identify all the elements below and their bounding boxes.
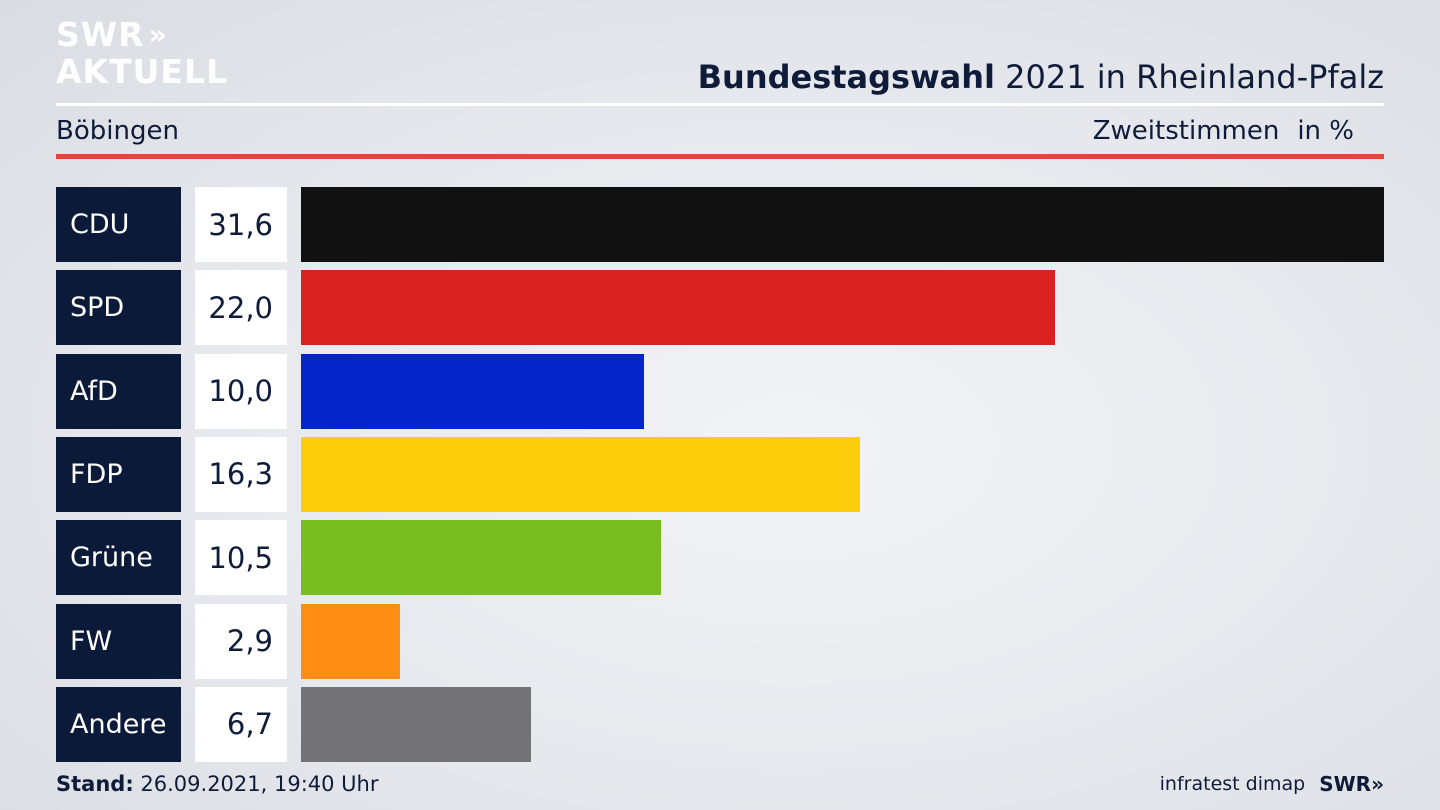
bar-row-grüne: Grüne 10,5 xyxy=(56,520,1384,596)
value-label: 10,5 xyxy=(195,520,287,596)
bar-afd xyxy=(301,353,644,429)
timestamp: Stand: 26.09.2021, 19:40 Uhr xyxy=(56,772,379,796)
title-rest: 2021 in Rheinland-Pfalz xyxy=(995,58,1384,96)
value-label: 22,0 xyxy=(195,270,287,346)
party-label: AfD xyxy=(56,353,181,429)
value-label: 10,0 xyxy=(195,353,287,429)
bar-cdu xyxy=(301,187,1384,262)
page-title: Bundestagswahl 2021 in Rheinland-Pfalz xyxy=(698,58,1384,96)
bar-row-cdu: CDU 31,6 xyxy=(56,187,1384,262)
bar-fw xyxy=(301,603,401,679)
bar-fdp xyxy=(301,436,860,512)
header-divider xyxy=(56,103,1384,106)
unit-label: in % xyxy=(1297,116,1354,146)
value-label: 31,6 xyxy=(195,187,287,262)
party-label: FDP xyxy=(56,436,181,512)
logo-swr: SWR xyxy=(56,15,145,54)
value-label: 6,7 xyxy=(195,686,287,762)
party-label: Grüne xyxy=(56,520,181,596)
bar-row-afd: AfD 10,0 xyxy=(56,353,1384,429)
bar-andere xyxy=(301,686,531,762)
subtitle: Zweitstimmen in % xyxy=(1093,116,1354,146)
bar-row-andere: Andere 6,7 xyxy=(56,686,1384,762)
source-credit: infratest dimap SWR» xyxy=(1160,772,1384,796)
party-label: CDU xyxy=(56,187,181,262)
bar-row-fw: FW 2,9 xyxy=(56,603,1384,679)
party-label: FW xyxy=(56,603,181,679)
bar-spd xyxy=(301,270,1055,346)
party-label: SPD xyxy=(56,270,181,346)
title-bold: Bundestagswahl xyxy=(697,58,995,96)
value-label: 2,9 xyxy=(195,603,287,679)
stand-value: 26.09.2021, 19:40 Uhr xyxy=(133,772,379,796)
subtitle-label: Zweitstimmen xyxy=(1092,116,1280,146)
bar-row-spd: SPD 22,0 xyxy=(56,270,1384,346)
logo-chevrons: » xyxy=(148,17,167,51)
stand-label: Stand: xyxy=(56,772,134,796)
bar-row-fdp: FDP 16,3 xyxy=(56,436,1384,512)
source-label: infratest dimap xyxy=(1159,773,1306,795)
value-label: 16,3 xyxy=(195,436,287,512)
bar-grüne xyxy=(301,520,661,596)
accent-divider xyxy=(56,154,1384,159)
region-label: Böbingen xyxy=(56,116,179,146)
party-label: Andere xyxy=(56,686,181,762)
logo-aktuell: AKTUELL xyxy=(56,52,229,91)
swr-brand-logo: SWR» xyxy=(1319,772,1384,796)
swr-aktuell-logo: SWR» AKTUELL xyxy=(56,18,228,88)
